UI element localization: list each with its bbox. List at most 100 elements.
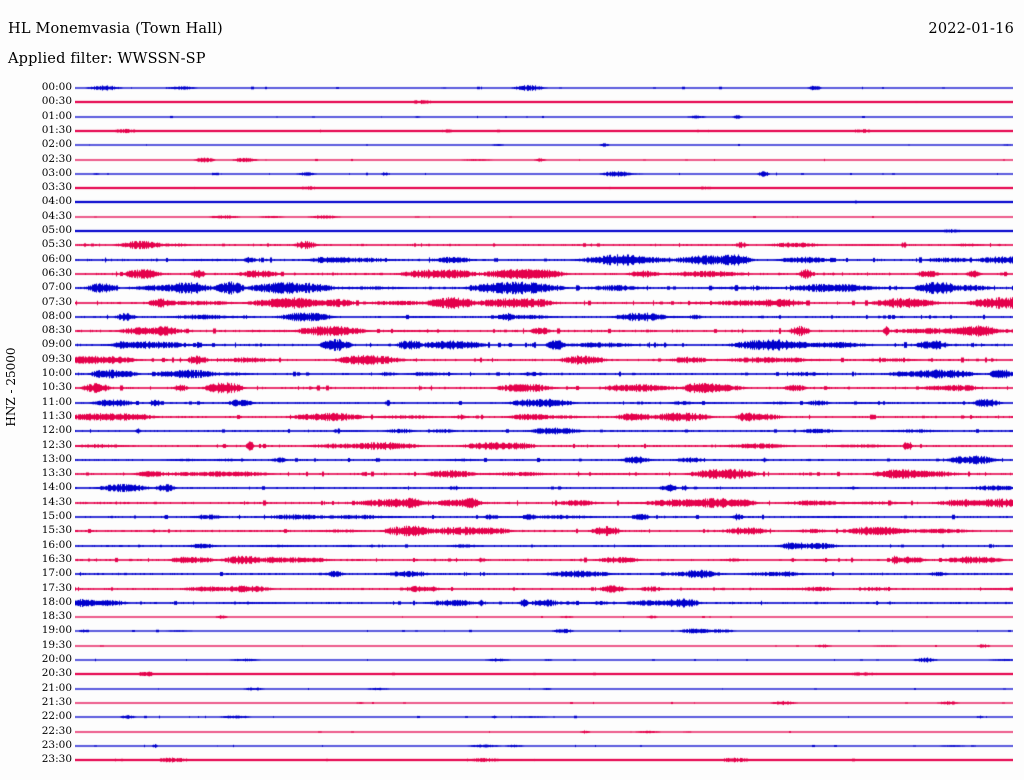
trace-row: 21:30 xyxy=(0,695,1024,710)
trace-row: 06:30 xyxy=(0,266,1024,281)
time-axis-label: 08:30 xyxy=(41,324,72,337)
seismic-trace xyxy=(75,595,1013,610)
seismic-trace xyxy=(75,281,1013,296)
time-axis-label: 14:30 xyxy=(41,495,72,508)
seismic-trace xyxy=(75,667,1013,682)
seismic-trace xyxy=(75,109,1013,124)
time-axis-label: 21:00 xyxy=(41,681,72,694)
time-axis-label: 13:30 xyxy=(41,467,72,480)
seismic-trace xyxy=(75,381,1013,396)
seismic-trace xyxy=(75,681,1013,696)
time-axis-label: 15:00 xyxy=(41,510,72,522)
trace-row: 03:30 xyxy=(0,181,1024,196)
time-axis-label: 07:30 xyxy=(41,295,72,308)
seismic-trace xyxy=(75,224,1013,238)
seismic-trace xyxy=(75,695,1013,710)
time-axis-label: 03:00 xyxy=(41,166,72,179)
helicorder-plot: 00:00 00:30 01:00 01:30 02:00 02:30 03:00 03:30… xyxy=(0,78,1024,773)
time-axis-label: 17:00 xyxy=(41,567,72,580)
seismic-trace xyxy=(75,753,1013,768)
time-axis-label: 02:30 xyxy=(41,152,72,165)
trace-row: 00:30 xyxy=(0,95,1024,110)
time-axis-label: 01:30 xyxy=(41,123,72,136)
trace-row: 21:00 xyxy=(0,681,1024,696)
seismic-trace xyxy=(75,452,1013,467)
trace-row: 16:30 xyxy=(0,552,1024,567)
trace-row: 19:00 xyxy=(0,624,1024,639)
seismic-trace xyxy=(75,395,1013,410)
time-axis-label: 23:30 xyxy=(41,753,72,766)
time-axis-label: 21:30 xyxy=(41,695,72,708)
trace-row: 11:00 xyxy=(0,395,1024,410)
seismic-trace xyxy=(75,95,1013,110)
trace-row: 19:30 xyxy=(0,638,1024,653)
trace-row: 01:30 xyxy=(0,123,1024,138)
time-axis-label: 07:00 xyxy=(41,281,72,294)
seismic-trace xyxy=(75,352,1013,367)
trace-row: 05:30 xyxy=(0,238,1024,253)
time-axis-label: 18:00 xyxy=(41,595,72,608)
seismic-trace xyxy=(75,524,1013,539)
time-axis-label: 00:30 xyxy=(41,95,72,108)
time-axis-label: 14:00 xyxy=(41,481,72,494)
seismic-trace xyxy=(75,581,1013,596)
time-axis-label: 17:30 xyxy=(41,581,72,594)
seismic-trace xyxy=(75,181,1013,196)
seismic-trace xyxy=(75,409,1013,424)
trace-row: 06:00 xyxy=(0,252,1024,267)
trace-row: 12:30 xyxy=(0,438,1024,453)
seismic-trace xyxy=(75,252,1013,267)
time-axis-label: 06:00 xyxy=(41,252,72,265)
trace-row: 15:30 xyxy=(0,524,1024,539)
trace-row: 23:00 xyxy=(0,738,1024,753)
trace-row: 11:30 xyxy=(0,409,1024,424)
trace-row: 22:30 xyxy=(0,724,1024,739)
trace-row: 16:00 xyxy=(0,538,1024,553)
trace-row: 08:00 xyxy=(0,309,1024,324)
trace-row: 15:00 xyxy=(0,510,1024,524)
trace-row: 17:30 xyxy=(0,581,1024,596)
time-axis-label: 12:00 xyxy=(41,424,72,437)
seismic-trace xyxy=(75,467,1013,482)
time-axis-label: 05:30 xyxy=(41,238,72,251)
seismic-trace xyxy=(75,209,1013,224)
seismic-trace xyxy=(75,123,1013,138)
seismic-trace xyxy=(75,538,1013,553)
trace-row: 09:00 xyxy=(0,338,1024,353)
seismic-trace xyxy=(75,195,1013,210)
seismic-trace xyxy=(75,438,1013,453)
trace-row: 20:00 xyxy=(0,653,1024,667)
trace-row: 01:00 xyxy=(0,109,1024,124)
trace-row: 10:30 xyxy=(0,381,1024,396)
time-axis-label: 18:30 xyxy=(41,610,72,623)
trace-row: 13:00 xyxy=(0,452,1024,467)
time-axis-label: 02:00 xyxy=(41,138,72,151)
time-axis-label: 10:00 xyxy=(41,367,72,379)
seismic-trace xyxy=(75,238,1013,253)
trace-row: 22:00 xyxy=(0,710,1024,725)
trace-row: 02:00 xyxy=(0,138,1024,153)
trace-row: 02:30 xyxy=(0,152,1024,167)
seismic-trace xyxy=(75,610,1013,625)
trace-row: 07:30 xyxy=(0,295,1024,310)
trace-row: 04:00 xyxy=(0,195,1024,210)
time-axis-label: 10:30 xyxy=(41,381,72,394)
time-axis-label: 19:30 xyxy=(41,638,72,651)
time-axis-label: 16:30 xyxy=(41,552,72,565)
time-axis-label: 12:30 xyxy=(41,438,72,451)
trace-row: 18:30 xyxy=(0,610,1024,625)
time-axis-label: 20:00 xyxy=(41,653,72,665)
seismic-trace xyxy=(75,166,1013,181)
time-axis-label: 13:00 xyxy=(41,452,72,465)
trace-row: 14:00 xyxy=(0,481,1024,496)
seismic-trace xyxy=(75,710,1013,725)
seismic-trace xyxy=(75,324,1013,339)
seismic-trace xyxy=(75,309,1013,324)
trace-row: 05:00 xyxy=(0,224,1024,238)
time-axis-label: 01:00 xyxy=(41,109,72,122)
time-axis-label: 04:00 xyxy=(41,195,72,208)
seismic-trace xyxy=(75,653,1013,667)
seismic-trace xyxy=(75,738,1013,753)
seismic-trace xyxy=(75,81,1013,95)
